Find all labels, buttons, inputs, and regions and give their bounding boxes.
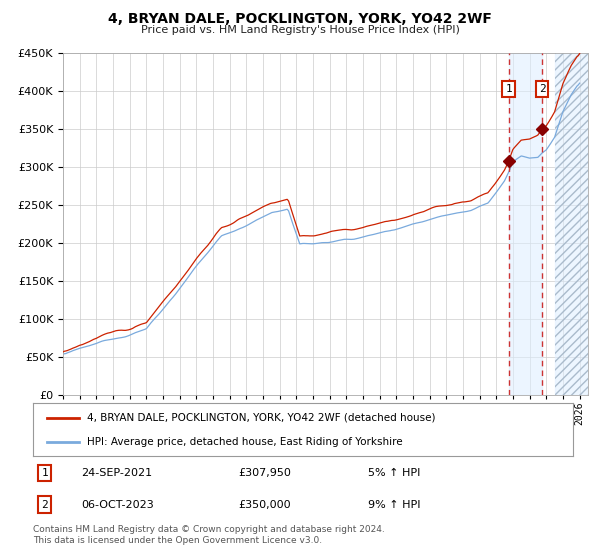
- Text: £350,000: £350,000: [238, 500, 291, 510]
- Text: 24-SEP-2021: 24-SEP-2021: [82, 468, 153, 478]
- Text: Contains HM Land Registry data © Crown copyright and database right 2024.
This d: Contains HM Land Registry data © Crown c…: [33, 525, 385, 545]
- Bar: [509, 53, 542, 395]
- Text: 9% ↑ HPI: 9% ↑ HPI: [368, 500, 420, 510]
- Text: 5% ↑ HPI: 5% ↑ HPI: [368, 468, 420, 478]
- Bar: [554, 53, 588, 395]
- Text: 1: 1: [505, 84, 512, 94]
- Text: 06-OCT-2023: 06-OCT-2023: [82, 500, 154, 510]
- Bar: [554, 53, 588, 395]
- Text: 1: 1: [41, 468, 48, 478]
- Text: 2: 2: [41, 500, 48, 510]
- Text: HPI: Average price, detached house, East Riding of Yorkshire: HPI: Average price, detached house, East…: [87, 437, 403, 447]
- Text: Price paid vs. HM Land Registry's House Price Index (HPI): Price paid vs. HM Land Registry's House …: [140, 25, 460, 35]
- Text: £307,950: £307,950: [238, 468, 291, 478]
- Text: 2: 2: [539, 84, 545, 94]
- Text: 4, BRYAN DALE, POCKLINGTON, YORK, YO42 2WF (detached house): 4, BRYAN DALE, POCKLINGTON, YORK, YO42 2…: [87, 413, 436, 423]
- Text: 4, BRYAN DALE, POCKLINGTON, YORK, YO42 2WF: 4, BRYAN DALE, POCKLINGTON, YORK, YO42 2…: [108, 12, 492, 26]
